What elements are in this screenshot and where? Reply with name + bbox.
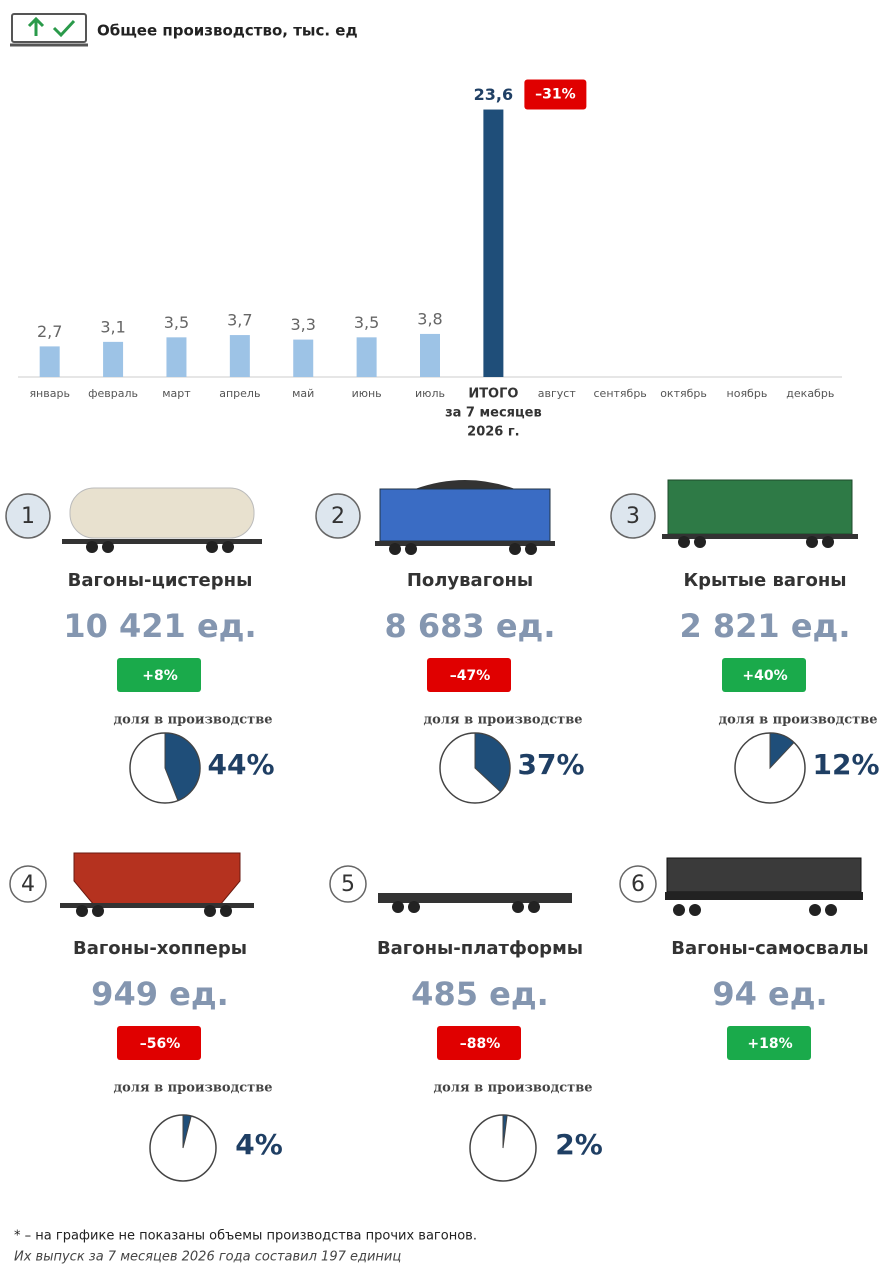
wagon-image [665, 857, 863, 916]
number-circle [610, 493, 656, 539]
pie-slice [769, 732, 795, 770]
change-badge [722, 658, 806, 692]
value-label: 3,5 [164, 313, 189, 332]
pie-slice [502, 1114, 508, 1149]
change-text: +40% [742, 668, 787, 684]
pie-label: 12% [812, 748, 879, 781]
badge-text: –31% [535, 87, 576, 103]
x-tick-label: октябрь [660, 387, 707, 400]
wagon-image [60, 852, 254, 917]
card-title: Вагоны-цистерны [68, 570, 253, 591]
card-number: 2 [331, 504, 345, 529]
card-output: 10 421 ед. [63, 607, 256, 645]
card-number: 4 [21, 872, 35, 897]
change-badge [117, 658, 201, 692]
pie-label: 37% [517, 748, 584, 781]
x-tick-label: июль [415, 387, 445, 400]
value-label: 2,7 [37, 322, 62, 341]
header-icon [10, 13, 88, 47]
share-title: доля в производстве [113, 1081, 272, 1096]
change-text: +18% [747, 1036, 792, 1052]
wagon-image [662, 479, 858, 548]
change-text: –56% [140, 1036, 181, 1052]
card-number: 5 [341, 872, 355, 897]
x-tick-label: февраль [88, 387, 138, 400]
wagon-image [375, 480, 555, 555]
bar [103, 341, 124, 377]
change-text: –47% [450, 668, 491, 684]
bar [483, 109, 504, 378]
share-title: доля в производстве [423, 713, 582, 728]
bar [420, 333, 440, 377]
card-output: 2 821 ед. [679, 607, 850, 645]
wagon-image [378, 893, 572, 913]
pie-slice [182, 1114, 192, 1149]
number-circle [5, 493, 51, 539]
number-circle [329, 865, 367, 903]
bar [229, 335, 250, 377]
x-tick-label: ноябрь [727, 387, 768, 400]
card-title: Вагоны-самосвалы [671, 938, 868, 959]
x-tick-label: август [538, 387, 577, 400]
card-title: Вагоны-хопперы [73, 938, 247, 959]
x-tick-label: апрель [219, 387, 260, 400]
x-tick-label: март [162, 387, 191, 400]
card-title: Вагоны-платформы [377, 938, 583, 959]
change-text: +8% [142, 668, 178, 684]
badge-bg [524, 79, 587, 110]
change-badge: –31% [524, 79, 587, 110]
total-note: 2026 г. [467, 425, 519, 440]
card-number: 1 [21, 504, 35, 529]
header-title: Общее производство, тыс. ед [97, 22, 358, 40]
value-label: 3,7 [227, 311, 252, 330]
bar [39, 346, 60, 377]
pie-label: 2% [555, 1128, 603, 1161]
pie-label: 4% [235, 1128, 283, 1161]
x-tick-label: июнь [352, 387, 382, 400]
pie-slice [474, 732, 511, 793]
card-output: 94 ед. [712, 975, 827, 1013]
card-number: 6 [631, 872, 645, 897]
x-tick-label: ИТОГО [468, 387, 518, 402]
pie-slice [164, 732, 201, 802]
x-tick-label: декабрь [786, 387, 834, 400]
pie-label: 44% [207, 748, 274, 781]
change-text: –88% [460, 1036, 501, 1052]
change-badge [427, 658, 511, 692]
card-output: 485 ед. [411, 975, 549, 1013]
change-badge [437, 1026, 521, 1060]
x-tick-label: январь [29, 387, 70, 400]
wagon-image [62, 487, 262, 553]
card-output: 949 ед. [91, 975, 229, 1013]
footnote: Их выпуск за 7 месяцев 2026 года состави… [14, 1250, 401, 1265]
x-tick-label: май [292, 387, 314, 400]
value-label: 23,6 [474, 85, 513, 104]
share-title: доля в производстве [718, 713, 877, 728]
number-circle [619, 865, 657, 903]
change-badge [727, 1026, 811, 1060]
x-tick-label: сентябрь [594, 387, 647, 400]
value-label: 3,5 [354, 313, 379, 332]
number-circle [9, 865, 47, 903]
share-title: доля в производстве [433, 1081, 592, 1096]
share-title: доля в производстве [113, 713, 272, 728]
value-label: 3,8 [417, 309, 442, 328]
card-title: Крытые вагоны [683, 570, 846, 591]
change-badge [117, 1026, 201, 1060]
value-label: 3,1 [100, 317, 125, 336]
card-title: Полувагоны [407, 570, 533, 591]
total-note: за 7 месяцев [445, 406, 542, 421]
card-output: 8 683 ед. [384, 607, 555, 645]
card-number: 3 [626, 504, 640, 529]
footnote: * – на графике не показаны объемы произв… [14, 1229, 477, 1244]
bar [356, 337, 377, 377]
number-circle [315, 493, 361, 539]
bar [166, 337, 187, 377]
value-label: 3,3 [291, 315, 316, 334]
bar [293, 339, 314, 377]
